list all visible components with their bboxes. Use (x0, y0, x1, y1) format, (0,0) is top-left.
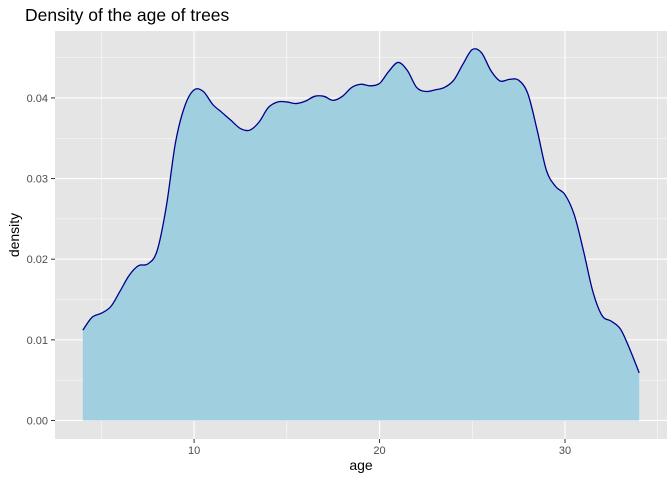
chart-title: Density of the age of trees (25, 5, 230, 25)
y-tick-label: 0.03 (27, 174, 48, 186)
x-tick-label: 10 (188, 445, 200, 457)
y-tick-label: 0.00 (27, 415, 48, 427)
x-tick-label: 20 (373, 445, 385, 457)
x-tick-label: 30 (559, 445, 571, 457)
y-tick-label: 0.02 (27, 254, 48, 266)
y-axis-ticks: 0.00 0.01 0.02 0.03 0.04 (27, 93, 55, 427)
density-curve-line (82, 48, 640, 374)
y-tick-label: 0.04 (27, 93, 48, 105)
y-tick-label: 0.01 (27, 335, 48, 347)
x-axis-title: age (349, 457, 373, 473)
x-axis-ticks: 10 20 30 (188, 439, 571, 457)
density-area-fill (82, 48, 640, 421)
y-axis-title: density (6, 213, 22, 257)
